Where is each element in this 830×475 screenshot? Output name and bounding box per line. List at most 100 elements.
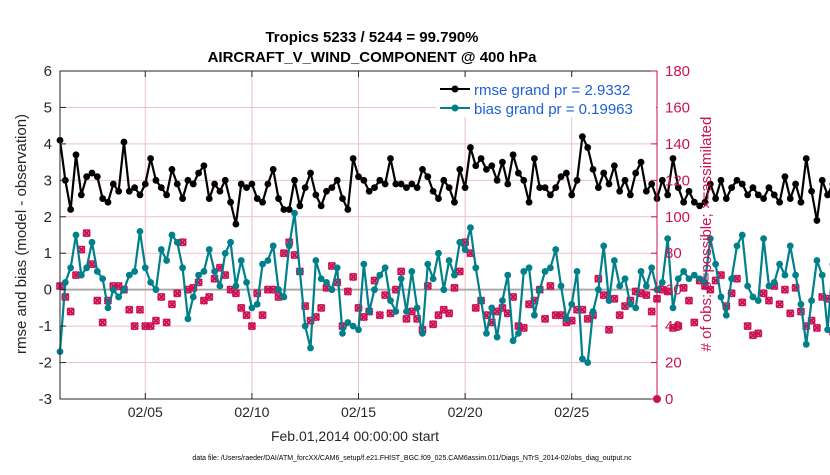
- x-tick-label: 02/10: [234, 404, 269, 420]
- rmse-point: [664, 192, 671, 199]
- bias-point: [233, 283, 240, 290]
- bias-point: [787, 243, 794, 250]
- x-tick-label: 02/15: [341, 404, 376, 420]
- bias-point: [643, 283, 650, 290]
- bias-point: [648, 264, 655, 271]
- bias-point: [760, 235, 767, 242]
- bias-point: [206, 246, 213, 253]
- rmse-point: [590, 166, 597, 173]
- obs-assimilated-marker: [259, 312, 266, 319]
- bias-point: [238, 257, 245, 264]
- rmse-point: [350, 155, 357, 162]
- bias-point: [403, 308, 410, 315]
- bias-point: [483, 330, 490, 337]
- bias-point: [728, 275, 735, 282]
- rmse-point: [670, 155, 677, 162]
- bias-point: [163, 257, 170, 264]
- bias-point: [158, 246, 165, 253]
- bias-point: [595, 286, 602, 293]
- bias-point: [467, 224, 474, 231]
- rmse-point: [137, 192, 144, 199]
- rmse-point: [771, 192, 778, 199]
- rmse-point: [792, 181, 799, 188]
- obs-assimilated-marker: [158, 294, 165, 301]
- bias-point: [446, 257, 453, 264]
- obs-assimilated-marker: [739, 299, 746, 306]
- legend-rmse-marker: [452, 86, 459, 93]
- rmse-point: [169, 166, 176, 173]
- rmse-point: [819, 177, 826, 184]
- bias-point: [536, 286, 543, 293]
- bias-point: [632, 304, 639, 311]
- bias-point: [552, 246, 559, 253]
- y-left-tick-label: 6: [44, 63, 52, 80]
- obs-assimilated-marker: [686, 297, 693, 304]
- rmse-point: [718, 177, 725, 184]
- bias-point: [67, 264, 74, 271]
- obs-assimilated-marker: [648, 308, 655, 315]
- rmse-point: [371, 184, 378, 191]
- bias-point: [323, 279, 330, 286]
- rmse-point: [131, 184, 138, 191]
- rmse-point: [462, 184, 469, 191]
- bias-point: [563, 315, 570, 322]
- bias-point: [808, 297, 815, 304]
- bias-point: [616, 283, 623, 290]
- bias-point: [83, 264, 90, 271]
- obs-assimilated-marker: [760, 290, 767, 297]
- bias-point: [312, 257, 319, 264]
- rmse-point: [158, 184, 165, 191]
- bias-point: [451, 272, 458, 279]
- obs-assimilated-marker: [600, 292, 607, 299]
- bias-point: [105, 304, 112, 311]
- rmse-point: [456, 166, 463, 173]
- bias-point: [611, 257, 618, 264]
- y-left-tick-label: -1: [39, 318, 52, 335]
- bias-point: [776, 261, 783, 268]
- bias-point: [755, 297, 762, 304]
- rmse-point: [451, 199, 458, 206]
- bias-point: [131, 268, 138, 275]
- y-right-tick-label: 0: [665, 391, 673, 408]
- rmse-point: [472, 162, 479, 169]
- bias-point: [824, 326, 830, 333]
- rmse-point: [574, 177, 581, 184]
- chart-title-line1: Tropics 5233 / 5244 = 99.790%: [265, 29, 478, 46]
- obs-assimilated-marker: [350, 274, 357, 281]
- y-right-tick-label: 180: [665, 63, 690, 80]
- rmse-point: [382, 181, 389, 188]
- y-right-tick-label: 40: [665, 318, 682, 335]
- rmse-point: [504, 181, 511, 188]
- bias-point: [803, 341, 810, 348]
- bias-point: [62, 279, 69, 286]
- bias-point: [408, 268, 415, 275]
- rmse-point: [163, 192, 170, 199]
- rmse-point: [584, 144, 591, 151]
- bias-point: [398, 275, 405, 282]
- rmse-point: [115, 188, 122, 195]
- rmse-point: [760, 195, 767, 202]
- obs-assimilated-marker: [691, 319, 698, 326]
- rmse-point: [744, 192, 751, 199]
- obs-assimilated-marker: [67, 308, 74, 315]
- bias-point: [382, 264, 389, 271]
- bias-point: [201, 268, 208, 275]
- rmse-point: [307, 170, 314, 177]
- obs-assimilated-marker: [542, 315, 549, 322]
- rmse-point: [782, 173, 789, 180]
- rmse-point: [94, 173, 101, 180]
- rmse-point: [344, 206, 351, 213]
- bias-point: [584, 359, 591, 366]
- y-left-tick-label: 0: [44, 282, 52, 299]
- bias-point: [590, 308, 597, 315]
- rmse-point: [520, 177, 527, 184]
- bias-point: [121, 286, 128, 293]
- rmse-point: [233, 221, 240, 228]
- y-left-tick-label: 3: [44, 172, 52, 189]
- rmse-point: [526, 199, 533, 206]
- obs-assimilated-marker: [174, 290, 181, 297]
- rmse-point: [510, 151, 517, 158]
- x-tick-label: 02/25: [554, 404, 589, 420]
- y-left-tick-label: 4: [44, 136, 52, 153]
- obs-assimilated-marker: [616, 312, 623, 319]
